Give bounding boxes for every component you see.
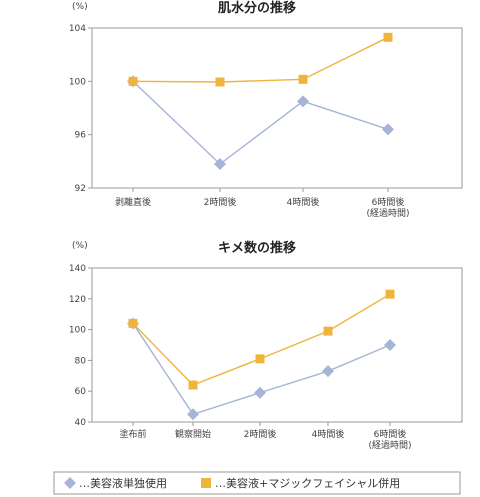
x-tick-label: 4時間後 [312, 428, 345, 440]
y-tick-label: 80 [75, 356, 87, 366]
x-tick-label: 2時間後 [244, 428, 277, 440]
legend-diamond-icon [64, 477, 76, 489]
plot-frame [91, 27, 463, 189]
data-point-square [128, 76, 138, 86]
legend-label: …美容液+マジックフェイシャル併用 [215, 476, 400, 490]
chart-title: キメ数の推移 [218, 240, 296, 256]
y-unit-label: (%) [72, 241, 88, 251]
data-point-square [298, 74, 308, 84]
series-line-1 [132, 80, 389, 165]
x-tick-label: 2時間後 [204, 196, 237, 208]
data-point-diamond [382, 123, 394, 136]
data-point-diamond [322, 365, 334, 378]
data-point-square [188, 380, 198, 390]
x-tick-label: 6時間後(経過時間) [368, 428, 411, 451]
y-tick-label: 96 [75, 131, 87, 141]
legend-label: …美容液単独使用 [79, 476, 167, 490]
y-tick-label: 120 [69, 295, 86, 305]
data-point-square [385, 289, 395, 299]
data-point-diamond [187, 408, 199, 421]
data-point-diamond [384, 339, 396, 351]
y-tick-label: 104 [69, 24, 86, 34]
x-tick-label: 塗布前 [119, 428, 146, 440]
data-point-square [255, 354, 265, 364]
legend-frame [53, 471, 461, 495]
x-tick-label: 観察開始 [175, 428, 211, 440]
legend: …美容液単独使用 …美容液+マジックフェイシャル併用 [53, 471, 461, 495]
data-point-diamond [214, 158, 226, 170]
x-tick-label: 4時間後 [287, 196, 320, 208]
legend-square-icon [201, 478, 211, 488]
chart-2: キメ数の推移 (%) 40 60 80 100 120 140 塗布前 観察開始 2時間後 4時間後 6… [69, 240, 463, 451]
y-tick-label: 60 [75, 387, 87, 397]
data-point-diamond [297, 95, 309, 108]
chart-1: 肌水分の推移 (%) 92 96 100 104 剥離直後 2時間後 4時間後 6時間後(経過時間… [69, 0, 463, 219]
y-tick-label: 92 [75, 184, 86, 194]
data-point-square [323, 326, 333, 336]
y-unit-label: (%) [72, 2, 88, 12]
series-line-2 [132, 36, 389, 83]
chart-title: 肌水分の推移 [218, 0, 296, 16]
y-tick-label: 40 [75, 418, 87, 428]
x-tick-label: 6時間後(経過時間) [366, 196, 409, 219]
x-tick-label: 剥離直後 [115, 196, 151, 208]
data-point-diamond [254, 386, 266, 399]
y-tick-label: 100 [69, 326, 86, 336]
data-point-square [383, 32, 393, 42]
y-tick-label: 140 [69, 264, 86, 274]
data-point-square [128, 318, 138, 328]
y-tick-label: 100 [69, 77, 86, 87]
data-point-square [215, 77, 225, 87]
